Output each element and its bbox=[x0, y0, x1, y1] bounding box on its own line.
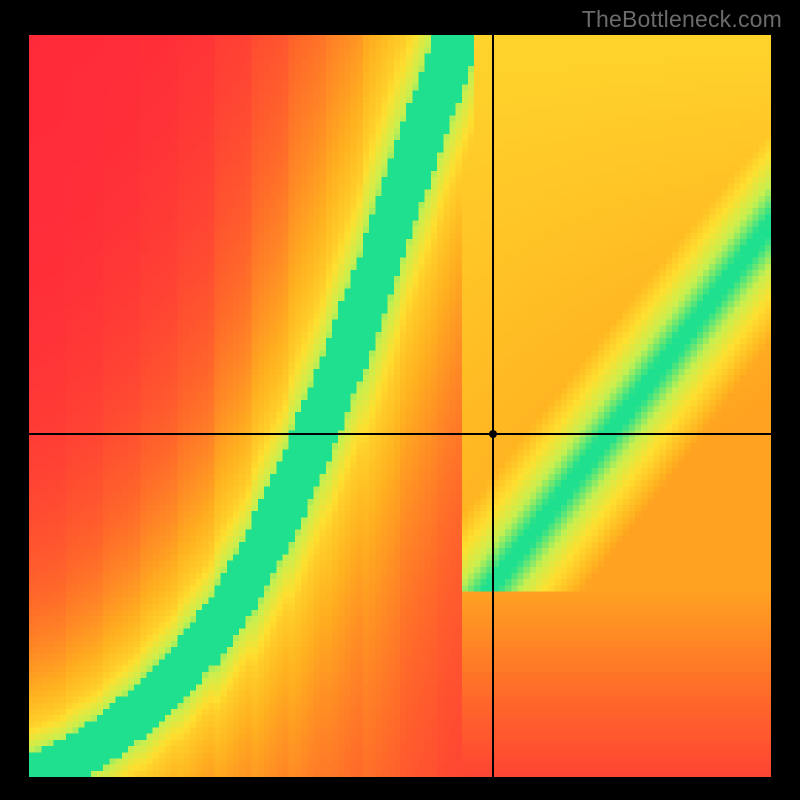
crosshair-dot bbox=[489, 430, 497, 438]
crosshair-vertical bbox=[492, 35, 494, 777]
heatmap-canvas bbox=[29, 35, 771, 777]
watermark-text: TheBottleneck.com bbox=[582, 6, 782, 33]
crosshair-horizontal bbox=[29, 433, 771, 435]
